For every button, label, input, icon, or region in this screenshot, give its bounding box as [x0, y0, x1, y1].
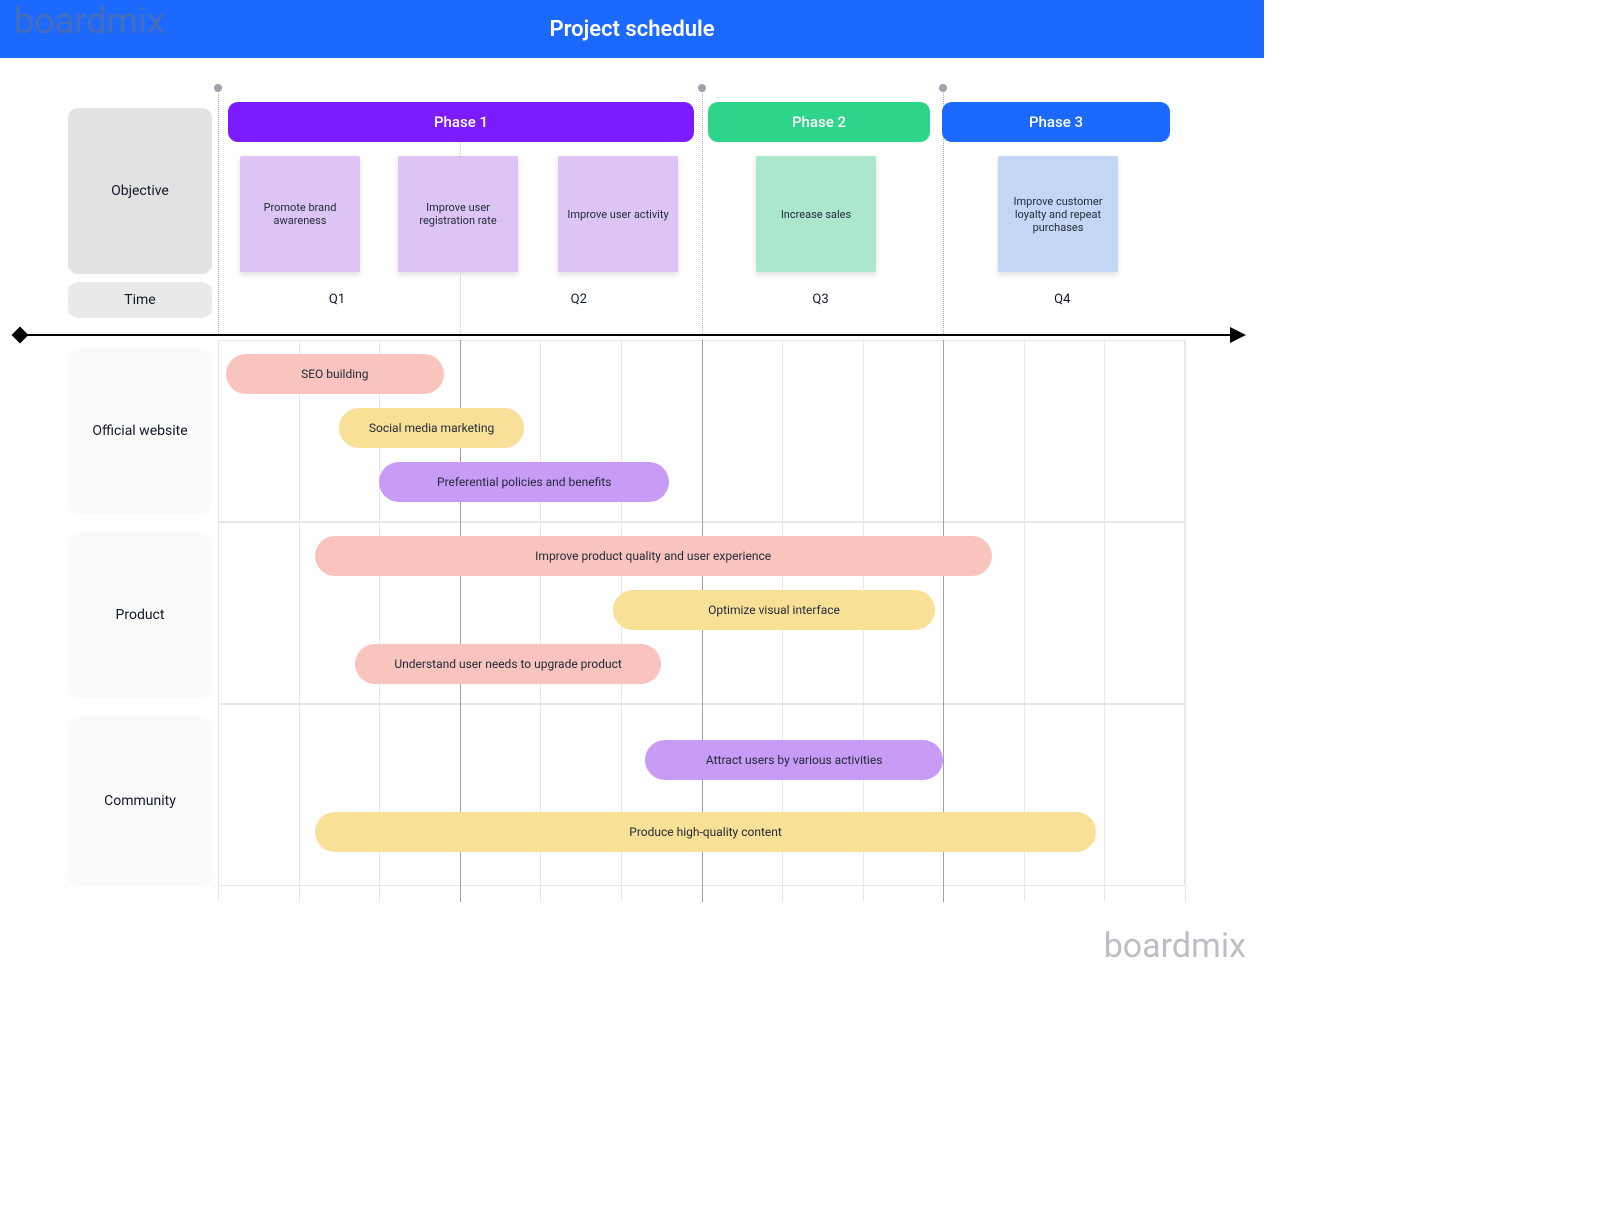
task-bar-website-1: Social media marketing: [339, 408, 524, 448]
month-gridline: [218, 340, 219, 902]
task-bar-product-0: Improve product quality and user experie…: [315, 536, 992, 576]
watermark-top: boardmix: [14, 0, 165, 42]
timeline-axis: [22, 334, 1234, 336]
task-bar-website-2: Preferential policies and benefits: [379, 462, 669, 502]
task-bar-website-0: SEO building: [226, 354, 444, 394]
row-label-website: Official website: [68, 348, 212, 514]
row-label-product: Product: [68, 532, 212, 698]
task-bar-community-0: Attract users by various activities: [645, 740, 943, 780]
objective-card-1: Promote brand awareness: [240, 156, 360, 272]
row-label-time: Time: [68, 282, 212, 318]
time-label-Q1: Q1: [329, 292, 345, 307]
month-gridline: [1104, 340, 1105, 902]
phase-header-2: Phase 2: [708, 102, 930, 142]
objective-card-3: Improve user activity: [558, 156, 678, 272]
row-label-community: Community: [68, 716, 212, 886]
dotted-divider-dot: [698, 84, 706, 92]
time-label-Q3: Q3: [812, 292, 828, 307]
phase-header-1: Phase 1: [228, 102, 694, 142]
time-label-Q4: Q4: [1054, 292, 1070, 307]
objective-card-5: Improve customer loyalty and repeat purc…: [998, 156, 1118, 272]
diagram-canvas: Objective Time Official website Product Comm…: [0, 58, 1264, 970]
timeline-arrowhead: [1230, 327, 1246, 343]
month-gridline: [299, 340, 300, 902]
dotted-divider-dot: [214, 84, 222, 92]
dotted-divider: [218, 86, 219, 334]
page-title: Project schedule: [549, 17, 714, 42]
month-gridline: [1185, 340, 1186, 902]
header-bar: Project schedule: [0, 0, 1264, 58]
time-label-Q2: Q2: [571, 292, 587, 307]
task-bar-product-2: Understand user needs to upgrade product: [355, 644, 661, 684]
phase-header-3: Phase 3: [942, 102, 1170, 142]
objective-card-2: Improve user registration rate: [398, 156, 518, 272]
task-bar-community-1: Produce high-quality content: [315, 812, 1097, 852]
dotted-divider: [702, 86, 703, 334]
dotted-divider-dot: [939, 84, 947, 92]
task-bar-product-1: Optimize visual interface: [613, 590, 935, 630]
objective-card-4: Increase sales: [756, 156, 876, 272]
timeline-start-diamond: [12, 327, 29, 344]
row-label-objective: Objective: [68, 108, 212, 274]
